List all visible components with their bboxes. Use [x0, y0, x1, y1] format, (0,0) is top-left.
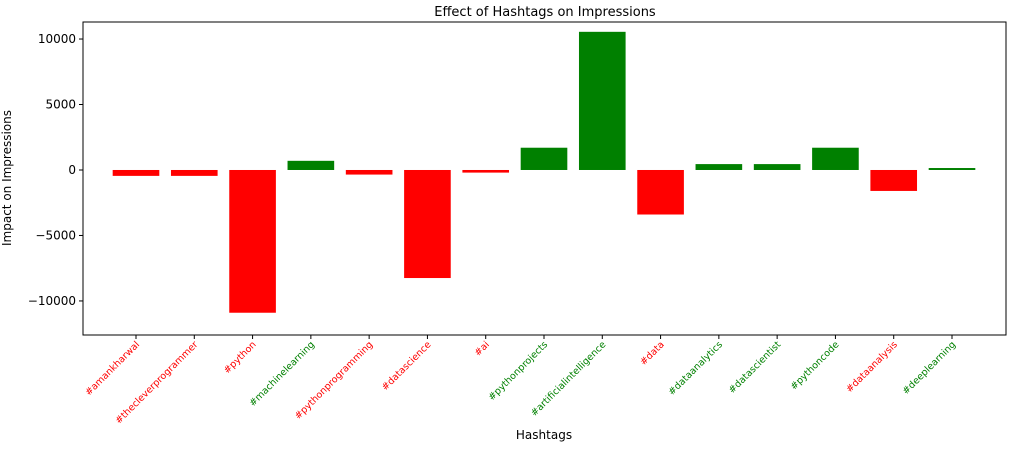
y-axis-label: Impact on Impressions: [0, 110, 14, 246]
x-tick-label: #deeplearning: [901, 339, 959, 397]
bar-artificialintelligence: [578, 31, 626, 170]
x-tick-label: #data: [638, 339, 667, 368]
x-tick-label: #datascientist: [727, 339, 784, 396]
bar-dataanalytics: [695, 164, 743, 170]
y-tick-label: −5000: [35, 228, 76, 242]
x-tick-label: #pythoncode: [788, 339, 841, 392]
x-tick-label: #datascience: [380, 339, 434, 393]
bar-amankharwal: [112, 169, 160, 176]
bar-thecleverprogrammer: [170, 169, 218, 176]
x-tick-label: #pythonprojects: [486, 339, 550, 403]
plot-frame: [82, 21, 1007, 336]
bar-python: [229, 169, 276, 313]
x-tick-label: #amankharwal: [83, 339, 142, 398]
x-tick-label: #dataanalysis: [844, 339, 900, 395]
y-tick-label: 5000: [45, 98, 76, 112]
bar-machinelearning: [287, 160, 335, 170]
y-tick-label: −10000: [28, 294, 76, 308]
x-axis-label: Hashtags: [516, 428, 572, 442]
x-tick-label: #machinelearning: [247, 339, 317, 409]
bar-pythonprojects: [520, 147, 568, 170]
bar-pythoncode: [812, 147, 859, 170]
y-tick-label: 10000: [38, 32, 76, 46]
x-tick-label: #ai: [472, 339, 491, 358]
bar-data: [637, 169, 684, 215]
bar-datascientist: [753, 164, 801, 170]
x-tick-label: #dataanalytics: [666, 339, 725, 398]
bar-dataanalysis: [870, 169, 918, 191]
x-tick-label: #python: [222, 339, 259, 376]
chart-title: Effect of Hashtags on Impressions: [434, 5, 656, 20]
y-tick-label: 0: [68, 163, 76, 177]
bar-datascience: [404, 169, 451, 279]
x-axis: #amankharwal#thecleverprogrammer #python#…: [83, 335, 958, 426]
bars-group: [112, 31, 976, 313]
bar-pythonprogramming: [345, 169, 393, 175]
y-axis: 10000 5000 0 −5000 −10000: [28, 32, 83, 308]
bar-deeplearning: [928, 168, 976, 170]
bar-ai: [462, 169, 510, 173]
